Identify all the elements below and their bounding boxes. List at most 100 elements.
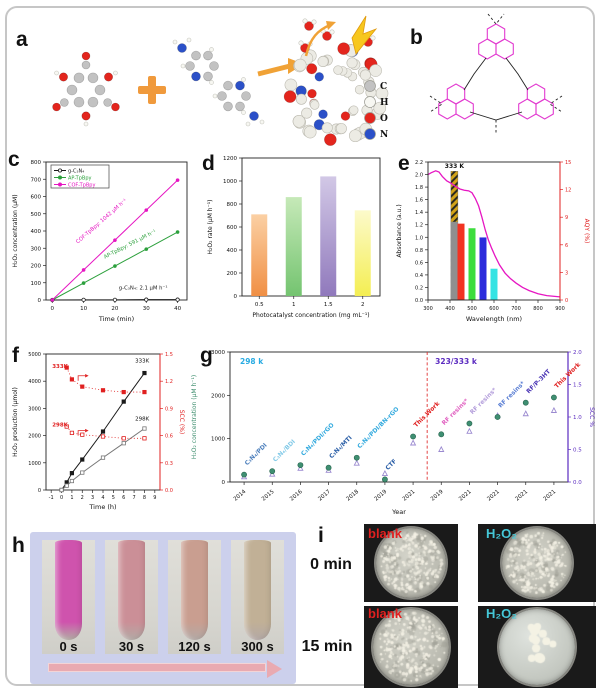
svg-text:1.6: 1.6 [415,198,423,204]
svg-text:0.6: 0.6 [165,434,173,440]
svg-text:298K: 298K [135,416,149,422]
svg-text:1: 1 [70,495,73,501]
svg-text:0: 0 [222,480,226,486]
svg-text:298 k: 298 k [240,357,264,366]
svg-text:30: 30 [143,306,150,312]
panel-f-production-scc-chart: 0 1000 2000 3000 4000 5000 0.0 0.3 0.6 0.9 1.2 1.5 -… [12,352,185,511]
svg-text:1000: 1000 [223,179,237,185]
tube-photo-0s: 0 s [42,540,95,654]
svg-text:7: 7 [132,495,135,501]
tube-photo-120s: 120 s [168,540,221,654]
svg-text:H₂O₂ rate (μM h⁻¹): H₂O₂ rate (μM h⁻¹) [207,199,214,254]
svg-text:2000: 2000 [211,393,225,399]
svg-text:8: 8 [143,495,146,501]
panel-label-f: f [12,344,19,367]
svg-text:2021: 2021 [543,489,558,503]
panel-label-c: c [8,148,20,171]
svg-text:1.0: 1.0 [415,235,423,241]
tube-photo-30s: 30 s [105,540,158,654]
svg-text:0.8: 0.8 [415,248,423,254]
svg-text:g-C₃N₄: g-C₃N₄ [68,169,84,175]
svg-text:333 K: 333 K [445,163,465,170]
svg-text:C₃N₄/PDI/BN-rGO: C₃N₄/PDI/BN-rGO [356,406,400,450]
time-label: 0 s [59,639,78,654]
svg-text:800: 800 [31,160,42,166]
svg-text:Year: Year [391,508,406,516]
svg-text:H₂O₂ concentration (μM h⁻¹): H₂O₂ concentration (μM h⁻¹) [191,375,198,459]
panel-h-dye-decoloration: 0 s 30 s 120 s 300 s [30,532,296,684]
svg-text:RF resins*: RF resins* [469,386,499,416]
svg-text:1.5: 1.5 [324,302,333,308]
svg-text:2.2: 2.2 [415,160,423,166]
svg-text:1.5: 1.5 [165,352,173,358]
svg-text:15: 15 [565,160,571,166]
svg-text:RF/P-3HT: RF/P-3HT [525,368,552,395]
svg-text:5000: 5000 [28,352,41,358]
svg-text:900: 900 [555,306,565,312]
row-label-15min: 15 min [301,638,353,655]
svg-text:Time (h): Time (h) [88,503,116,511]
svg-text:2: 2 [81,495,84,501]
svg-text:Absorbance (a.u.): Absorbance (a.u.) [396,204,403,257]
svg-text:0.2: 0.2 [415,285,423,291]
svg-text:Photocatalyst concentration (m: Photocatalyst concentration (mg mL⁻¹) [252,312,369,319]
svg-text:700: 700 [31,177,42,183]
svg-text:20: 20 [111,306,118,312]
svg-text:2014: 2014 [233,489,248,503]
dish-label: blank [368,526,402,541]
svg-text:3: 3 [91,495,94,501]
svg-text:9: 9 [153,495,156,501]
svg-text:2.0: 2.0 [415,173,423,179]
svg-text:333K: 333K [52,364,68,370]
panel-label-e: e [398,152,410,175]
svg-text:-1: -1 [49,495,54,501]
svg-text:0: 0 [565,298,568,304]
svg-text:323/333 k: 323/333 k [435,357,478,366]
svg-text:1.5: 1.5 [573,383,582,389]
svg-text:2019: 2019 [430,489,445,503]
svg-text:4000: 4000 [28,379,41,385]
svg-text:0.0: 0.0 [165,488,173,494]
dish-photo-h2o2-15min: H₂O₂ [478,606,596,688]
svg-text:6: 6 [122,495,125,501]
svg-text:3000: 3000 [211,350,225,356]
svg-text:1000: 1000 [211,437,225,443]
svg-text:1200: 1200 [223,156,237,162]
panel-b-chemical-structure [429,13,563,134]
svg-text:2: 2 [361,302,365,308]
svg-text:RF resins*: RF resins* [441,397,471,427]
svg-text:2021: 2021 [514,489,529,503]
svg-text:2019: 2019 [374,489,389,503]
svg-text:0: 0 [38,488,41,494]
svg-text:500: 500 [467,306,477,312]
panel-label-g: g [200,344,213,367]
svg-text:2015: 2015 [261,489,276,503]
svg-text:400: 400 [227,248,238,254]
svg-text:600: 600 [31,195,42,201]
svg-text:12: 12 [565,188,571,194]
panel-label-b: b [410,26,423,49]
test-tube [181,540,208,640]
time-label: 300 s [241,639,274,654]
svg-text:g-C₃N₄: 2.1 μM h⁻¹: g-C₃N₄: 2.1 μM h⁻¹ [119,284,168,291]
svg-text:0: 0 [234,294,238,300]
svg-text:1.8: 1.8 [415,185,423,191]
svg-text:C₃N₄/BDI: C₃N₄/BDI [272,438,297,463]
svg-text:2018: 2018 [345,489,360,503]
panel-e-absorbance-aqy-chart: 0.0 0.2 0.4 0.6 0.8 1.0 1.2 1.4 1.6 1.8 2.0 2.2 0 3 6 9… [396,160,590,323]
svg-text:1.4: 1.4 [415,210,423,216]
svg-text:Wavelength (nm): Wavelength (nm) [466,315,522,323]
row-label-0min: 0 min [310,556,352,573]
svg-text:298K: 298K [52,423,68,429]
test-tube [244,540,271,640]
svg-text:400: 400 [31,229,42,235]
svg-text:2021: 2021 [486,489,501,503]
panel-g-literature-comparison-chart: 0 1000 2000 3000 0.0 0.5 1.0 1.5 2.0 2014 2015 2016… [191,350,595,516]
svg-text:600: 600 [227,225,238,231]
svg-text:C₃N₄/MTI: C₃N₄/MTI [328,435,354,461]
svg-text:5: 5 [112,495,115,501]
svg-text:0.4: 0.4 [415,273,423,279]
svg-text:0.6: 0.6 [415,260,423,266]
test-tube [118,540,145,640]
svg-text:COF-TpBpy: COF-TpBpy [68,183,95,189]
